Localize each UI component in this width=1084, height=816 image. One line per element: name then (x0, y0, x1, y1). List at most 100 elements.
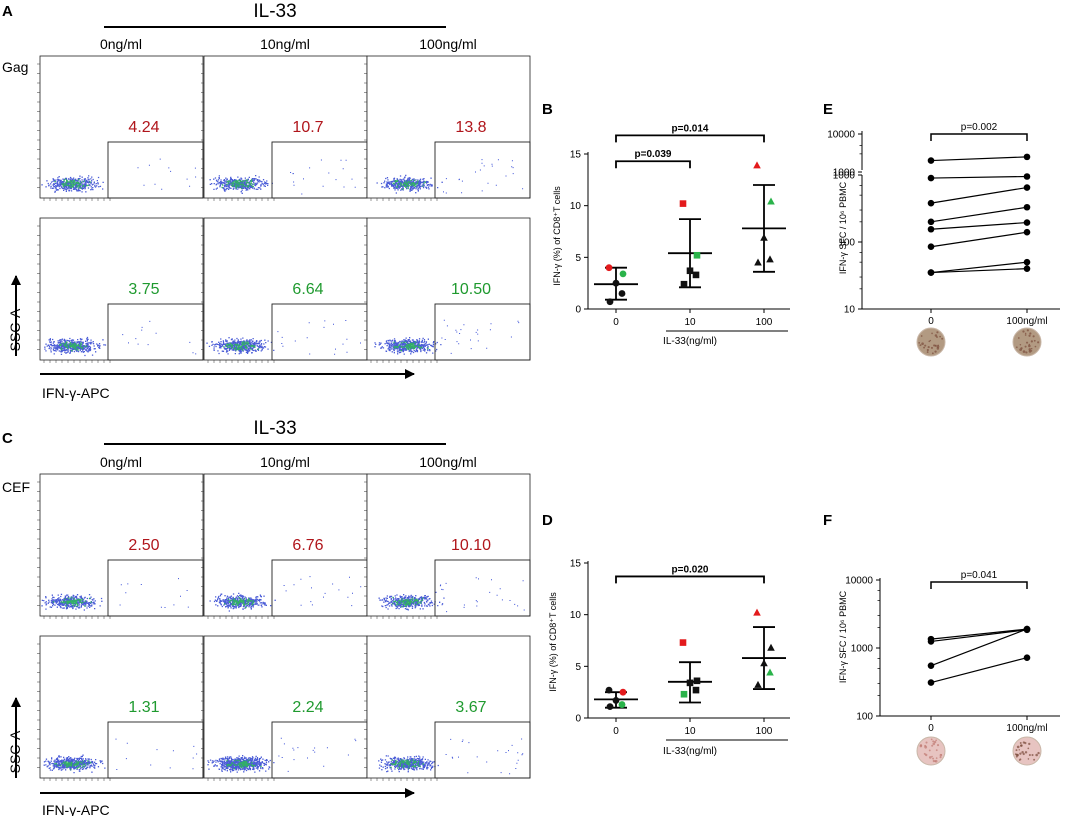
elispot-well (916, 327, 946, 357)
flow-events-dense (224, 596, 255, 609)
flow-plot-frame (203, 217, 368, 361)
panel-f: F IFN-γ SFC / 10⁶ PBMC 100 1000 10000 0 100n… (823, 512, 1060, 766)
flow-plot-frame (39, 473, 204, 617)
data-point (927, 157, 935, 164)
gate-box (434, 559, 531, 617)
elispot-spot (924, 344, 927, 347)
elispot-spot (930, 346, 934, 349)
flow-events-sparse (443, 159, 524, 194)
elispot-spot (921, 342, 924, 345)
paired-line (930, 186, 1028, 204)
flow-plot: 10.50 (364, 217, 531, 363)
elispot-spot (1029, 332, 1032, 335)
x-tick-label: 0 (613, 317, 619, 328)
elispot-spot (1024, 334, 1027, 336)
col-label-a-0: 0ng/ml (100, 36, 142, 52)
paired-line (930, 261, 1028, 274)
data-point (754, 258, 762, 266)
elispot-spot (931, 744, 934, 747)
flow-plot-frame (39, 217, 204, 361)
flow-plot: 2.50 (37, 473, 204, 619)
gate-box (107, 721, 204, 779)
elispot-spot (936, 331, 939, 334)
data-point (927, 243, 935, 251)
elispot-spot (924, 745, 928, 749)
y-tick-label: 5 (575, 662, 581, 673)
panel-c: C IL-33 0ng/ml 10ng/ml 100ng/ml CEF 2.50… (2, 418, 531, 816)
flow-events-sparse (115, 738, 198, 770)
elispot-spot (1022, 752, 1025, 756)
data-point (1023, 654, 1031, 662)
data-point (1023, 173, 1031, 180)
gate-percentage: 2.50 (128, 537, 159, 554)
elispot-spot (1037, 341, 1040, 344)
data-point (753, 608, 761, 616)
elispot-spot (1018, 749, 1020, 751)
gate-box (107, 303, 204, 361)
y-label-d: IFN-γ (%) of CD8⁺T cells (548, 592, 558, 692)
gate-box (434, 141, 531, 199)
flow-plot: 13.8 (364, 55, 531, 201)
elispot-spot (1015, 346, 1018, 349)
elispot-spot (1028, 754, 1031, 757)
gate-percentage: 10.7 (292, 119, 323, 136)
y-axis-label-a: SSC-A (7, 308, 23, 351)
flow-plots-c: 2.50 6.76 10.10 1.31 2.24 3.67 (37, 473, 531, 781)
y-tick-label: 1000 (833, 168, 856, 179)
elispot-spot (1024, 345, 1027, 348)
elispot-spot (928, 756, 932, 759)
elispot-spot (927, 346, 930, 349)
flow-events-sparse (283, 576, 362, 607)
p-value: p=0.039 (635, 149, 672, 160)
gate-percentage: 6.76 (292, 537, 323, 554)
elispot-spot (1016, 745, 1020, 749)
flow-events-dense (223, 341, 259, 351)
flow-events-dense (54, 178, 91, 189)
y-tick-label: 0 (575, 305, 581, 316)
elispot-spot (1024, 332, 1027, 335)
flow-events-dense (54, 760, 92, 771)
flow-plot-frame (39, 635, 204, 779)
elispot-spot (1031, 753, 1034, 757)
flow-events-sparse (290, 159, 356, 195)
flow-plot-frame (366, 55, 531, 199)
y-tick-label: 10 (844, 305, 856, 316)
elispot-spot (1018, 759, 1021, 761)
elispot-spot (931, 332, 933, 335)
elispot-spot (1026, 341, 1029, 344)
x-label-b: IL-33(ng/ml) (663, 336, 717, 347)
elispot-spot (920, 335, 923, 337)
y-tick-label: 10 (570, 201, 582, 212)
data-point (760, 659, 768, 667)
y-tick-label: 100 (838, 238, 855, 249)
elispot-spot (1027, 758, 1030, 760)
elispot-spot (1033, 339, 1036, 342)
panel-b: B IFN-γ (%) of CD8⁺T cells IL-33(ng/ml) … (542, 101, 790, 347)
x-tick-label: 10 (684, 726, 696, 737)
y-tick-label: 15 (570, 559, 582, 570)
flow-events-sparse (439, 577, 525, 613)
elispot-spot (932, 757, 935, 760)
elispot-spot (1037, 751, 1040, 755)
y-tick-label: 1000 (851, 644, 874, 655)
paired-line (930, 175, 1028, 179)
flow-events-sparse (441, 319, 520, 354)
elispot-spot (928, 340, 931, 343)
flow-events-sparse (278, 737, 357, 772)
gate-percentage: 2.24 (292, 699, 323, 716)
p-value: p=0.041 (961, 570, 998, 581)
data-point (686, 267, 694, 275)
y-tick-label: 100 (856, 712, 873, 723)
elispot-spot (919, 744, 923, 747)
flow-plot: 6.64 (201, 217, 368, 363)
p-value: p=0.002 (961, 122, 998, 133)
il33-header-c: IL-33 (253, 418, 296, 439)
data-point (927, 679, 935, 686)
elispot-spot (932, 742, 936, 746)
significance-bracket (930, 581, 1028, 589)
paired-line (930, 628, 1028, 640)
x-tick-label: 100ng/ml (1006, 316, 1047, 327)
data-point (1023, 625, 1031, 633)
panel-d: D IFN-γ (%) of CD8⁺T cells IL-33(ng/ml) … (542, 512, 790, 757)
